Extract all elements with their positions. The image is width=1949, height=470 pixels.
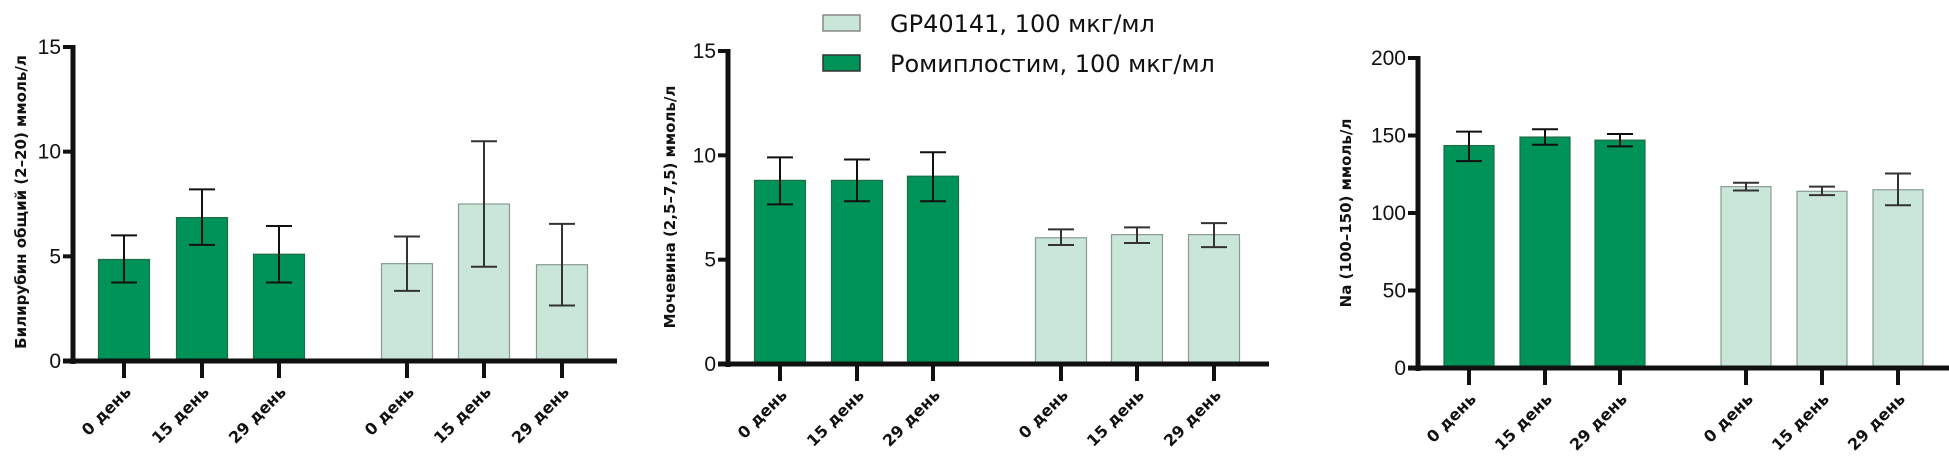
bar-gp40141-2 [1110,234,1164,365]
x-tick-label: 0 день [1015,385,1072,442]
x-tick-label: 0 день [1700,389,1757,446]
bar-romiplostim-3 [1594,139,1646,369]
x-tick-label: 29 день [879,385,944,450]
y-tick-label: 15 [693,40,716,63]
x-tick-label: 0 день [1423,389,1480,446]
y-tick-label: 200 [1371,47,1406,70]
bar-romiplostim-1 [1443,144,1495,369]
y-tick-label: 0 [1394,357,1406,380]
bar-romiplostim-3 [906,175,960,365]
bar-romiplostim-1 [753,179,807,365]
x-tick-label: 0 день [361,382,418,439]
y-tick-label: 0 [704,353,716,376]
bar-gp40141-3 [1187,234,1241,365]
legend-label-gp40141: GP40141, 100 мкг/мл [890,10,1155,38]
x-tick-label: 15 день [1083,385,1148,450]
y-tick-label: 10 [38,141,61,164]
y-axis-label: Na (100–150) ммоль/л [1337,119,1355,308]
x-tick-label: 15 день [430,382,495,447]
y-tick-label: 10 [693,144,716,167]
y-axis-label: Билирубин общий (2–20) ммоль/л [12,55,30,349]
bar-romiplostim-2 [830,179,884,365]
bar-gp40141-1 [1720,186,1772,369]
y-tick-label: 100 [1371,202,1406,225]
y-tick-label: 15 [38,36,61,59]
x-tick-label: 0 день [78,382,135,439]
x-tick-label: 29 день [1160,385,1225,450]
x-tick-label: 29 день [1566,389,1631,454]
bar-gp40141-2 [1796,190,1848,369]
y-tick-label: 5 [704,249,716,272]
legend-swatch-romiplostim [822,54,861,72]
x-tick-label: 0 день [734,385,791,442]
y-tick-label: 5 [49,245,61,268]
x-tick-label: 29 день [508,382,573,447]
y-tick-label: 50 [1383,280,1406,303]
x-tick-label: 29 день [225,382,290,447]
y-axis-label: Мочевина (2,5–7,5) ммоль/л [661,86,679,329]
legend: GP40141, 100 мкг/мл Ромиплостим, 100 мкг… [822,10,1215,78]
y-tick-label: 150 [1371,125,1406,148]
x-tick-label: 15 день [148,382,213,447]
x-tick-label: 29 день [1844,389,1909,454]
x-tick-label: 15 день [1768,389,1833,454]
legend-swatch-gp40141 [822,14,861,32]
bar-romiplostim-2 [1519,136,1571,369]
legend-label-romiplostim: Ромиплостим, 100 мкг/мл [890,50,1215,78]
bar-gp40141-1 [1034,237,1088,365]
bar-gp40141-3 [1872,189,1924,369]
x-tick-label: 15 день [1491,389,1556,454]
y-tick-label: 0 [49,350,61,373]
x-tick-label: 15 день [803,385,868,450]
